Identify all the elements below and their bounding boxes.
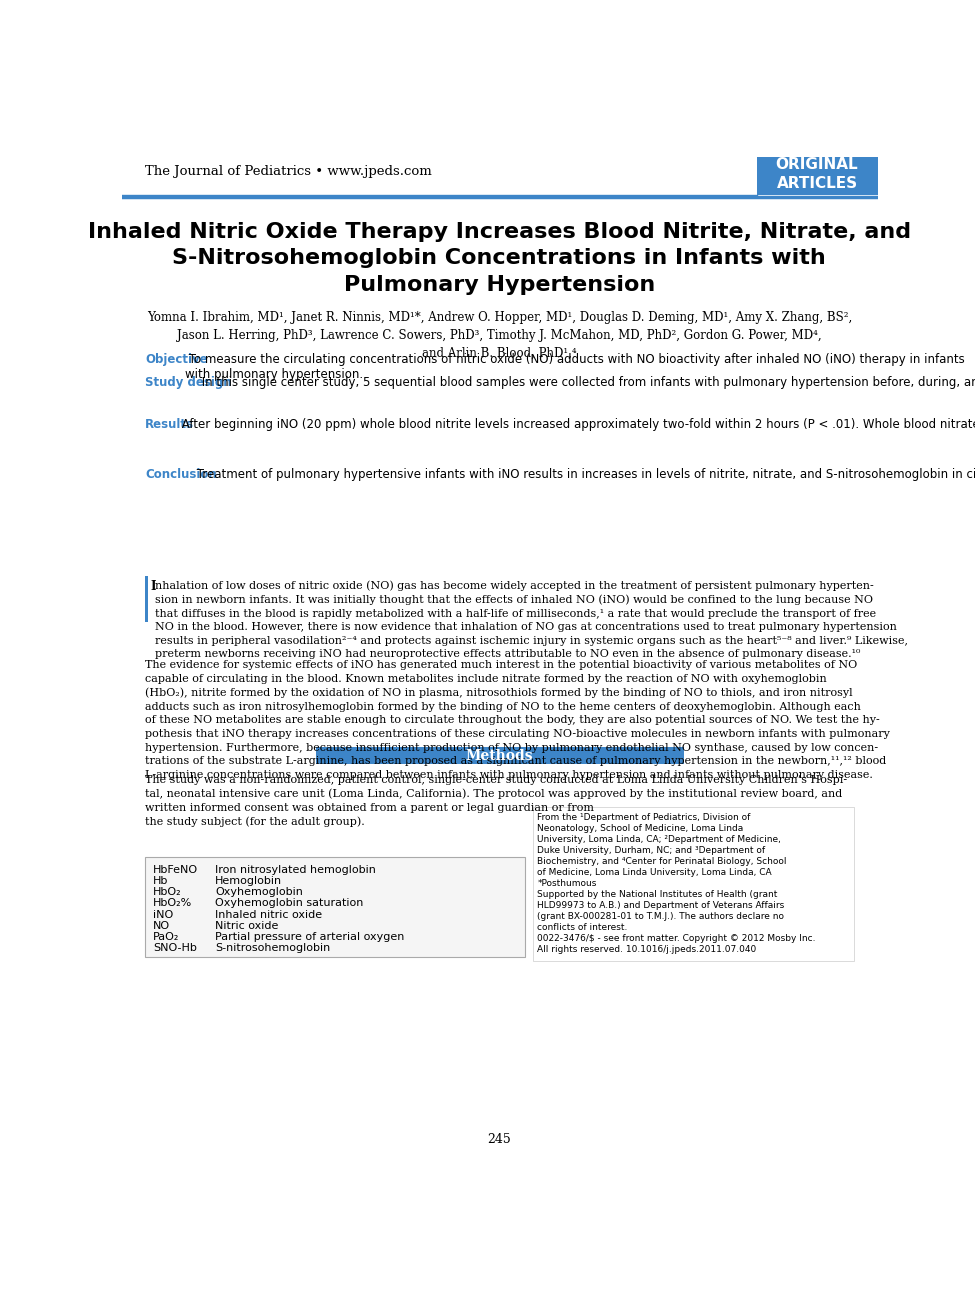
Text: Supported by the National Institutes of Health (grant: Supported by the National Institutes of … [537,890,778,899]
Text: of Medicine, Loma Linda University, Loma Linda, CA: of Medicine, Loma Linda University, Loma… [537,868,772,877]
Text: HbFeNO: HbFeNO [153,865,198,874]
Text: Nitric oxide: Nitric oxide [214,921,278,930]
Text: Partial pressure of arterial oxygen: Partial pressure of arterial oxygen [214,932,405,942]
Text: NO: NO [153,921,170,930]
Text: ARTICLES: ARTICLES [776,176,858,191]
Text: University, Loma Linda, CA; ²Department of Medicine,: University, Loma Linda, CA; ²Department … [537,835,781,844]
Text: nhalation of low doses of nitric oxide (NO) gas has become widely accepted in th: nhalation of low doses of nitric oxide (… [155,581,908,659]
Text: Iron nitrosylated hemoglobin: Iron nitrosylated hemoglobin [214,865,375,874]
Text: Yomna I. Ibrahim, MD¹, Janet R. Ninnis, MD¹*, Andrew O. Hopper, MD¹, Douglas D. : Yomna I. Ibrahim, MD¹, Janet R. Ninnis, … [146,311,852,360]
FancyBboxPatch shape [758,157,878,196]
Text: Hb: Hb [153,876,169,886]
Text: In this single center study, 5 sequential blood samples were collected from infa: In this single center study, 5 sequentia… [198,376,975,389]
Text: 245: 245 [488,1133,511,1146]
Text: Neonatology, School of Medicine, Loma Linda: Neonatology, School of Medicine, Loma Li… [537,825,744,834]
Text: (grant BX-000281-01 to T.M.J.). The authors declare no: (grant BX-000281-01 to T.M.J.). The auth… [537,912,784,921]
Text: S-nitrosohemoglobin: S-nitrosohemoglobin [214,944,331,953]
Text: From the ¹Department of Pediatrics, Division of: From the ¹Department of Pediatrics, Divi… [537,813,751,822]
Text: HbO₂%: HbO₂% [153,899,192,908]
Text: HbO₂: HbO₂ [153,887,181,898]
Bar [316,748,683,765]
Text: *Posthumous: *Posthumous [537,880,597,887]
Text: Inhaled nitric oxide: Inhaled nitric oxide [214,910,322,920]
Text: iNO: iNO [153,910,174,920]
Text: Hemoglobin: Hemoglobin [214,876,282,886]
Text: After beginning iNO (20 ppm) whole blood nitrite levels increased approximately : After beginning iNO (20 ppm) whole blood… [177,419,975,432]
Text: conflicts of interest.: conflicts of interest. [537,923,628,932]
Text: PaO₂: PaO₂ [153,932,179,942]
Text: 0022-3476/$ - see front matter. Copyright © 2012 Mosby Inc.: 0022-3476/$ - see front matter. Copyrigh… [537,933,816,942]
Text: HLD99973 to A.B.) and Department of Veterans Affairs: HLD99973 to A.B.) and Department of Vete… [537,900,785,910]
Text: Oxyhemoglobin: Oxyhemoglobin [214,887,303,898]
Text: Treatment of pulmonary hypertensive infants with iNO results in increases in lev: Treatment of pulmonary hypertensive infa… [193,468,975,482]
Text: Methods: Methods [465,749,533,762]
Bar [145,577,148,622]
Text: To measure the circulating concentrations of nitric oxide (NO) adducts with NO b: To measure the circulating concentration… [185,352,965,381]
Text: Oxyhemoglobin saturation: Oxyhemoglobin saturation [214,899,364,908]
Text: Inhaled Nitric Oxide Therapy Increases Blood Nitrite, Nitrate, and
S-Nitrosohemo: Inhaled Nitric Oxide Therapy Increases B… [88,222,911,295]
Text: All rights reserved. 10.1016/j.jpeds.2011.07.040: All rights reserved. 10.1016/j.jpeds.201… [537,945,757,954]
Text: The evidence for systemic effects of iNO has generated much interest in the pote: The evidence for systemic effects of iNO… [145,660,890,780]
Text: Biochemistry, and ⁴Center for Perinatal Biology, School: Biochemistry, and ⁴Center for Perinatal … [537,857,787,867]
Text: SNO-Hb: SNO-Hb [153,944,197,953]
Text: The study was a non-randomized, patient control, single-center study conducted a: The study was a non-randomized, patient … [145,775,847,827]
Text: Study design: Study design [145,376,232,389]
Bar [145,857,525,958]
Text: The Journal of Pediatrics • www.jpeds.com: The Journal of Pediatrics • www.jpeds.co… [145,166,432,179]
Text: ORIGINAL: ORIGINAL [776,157,858,172]
Text: Duke University, Durham, NC; and ³Department of: Duke University, Durham, NC; and ³Depart… [537,846,765,855]
Text: Objective: Objective [145,352,208,365]
Text: Results: Results [145,419,194,432]
Text: I: I [150,581,156,592]
Text: Conclusion: Conclusion [145,468,216,482]
Bar [532,808,854,962]
